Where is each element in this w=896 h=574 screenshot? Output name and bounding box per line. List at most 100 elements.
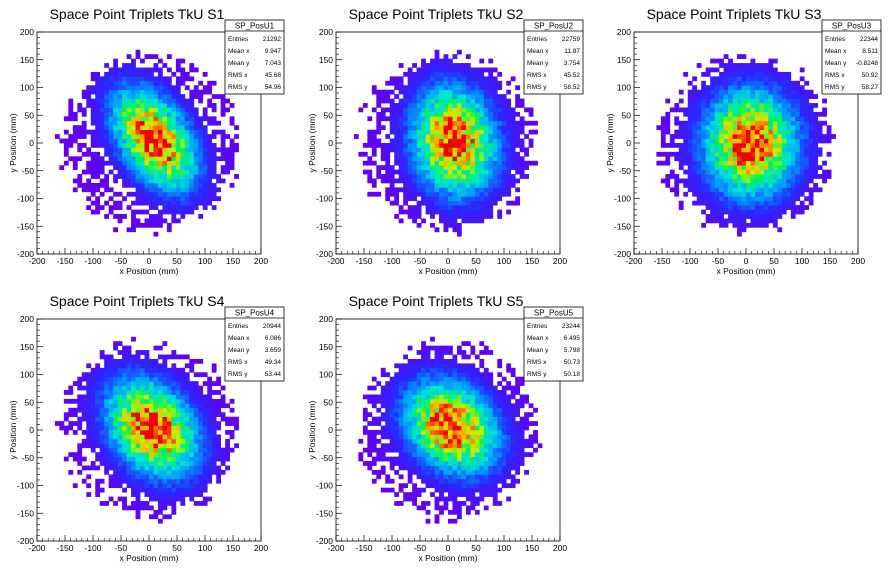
heatmap-cell [131, 98, 136, 104]
heatmap-cell [135, 116, 141, 122]
heatmap-cell [416, 443, 422, 449]
heatmap-cell [795, 205, 801, 210]
heatmap-cell [737, 151, 742, 157]
heatmap-cell [492, 134, 498, 139]
heatmap-cell [149, 412, 154, 418]
heatmap-cell [202, 147, 208, 153]
heatmap-cell [193, 447, 199, 453]
heatmap-cell [180, 496, 186, 502]
heatmap-cell [434, 191, 440, 197]
heatmap-cell [99, 434, 105, 440]
heatmap-cell [461, 209, 467, 215]
heatmap-cell [412, 143, 417, 148]
heatmap-cell [817, 147, 823, 153]
heatmap-cell [443, 94, 449, 99]
heatmap-cell [140, 67, 145, 73]
heatmap-cell [198, 412, 204, 418]
heatmap-cell [135, 474, 141, 480]
heatmap-cell [207, 478, 213, 484]
heatmap-cell [434, 394, 440, 400]
heatmap-cell [180, 178, 186, 184]
heatmap-cell [683, 134, 689, 139]
heatmap-cell [131, 71, 136, 77]
heatmap-cell [166, 443, 172, 449]
heatmap-cell [746, 191, 751, 197]
heatmap-cell [822, 160, 827, 166]
heatmap-cell [216, 478, 222, 484]
heatmap-cell [746, 143, 751, 148]
heatmap-cell [157, 390, 163, 395]
heatmap-cell [77, 394, 83, 400]
heatmap-cell [452, 71, 458, 77]
heatmap-cell [799, 85, 805, 91]
heatmap-cell [122, 443, 127, 449]
heatmap-cell [371, 398, 377, 404]
heatmap-cell [737, 80, 742, 86]
heatmap-cell [470, 218, 476, 224]
heatmap-cell [153, 434, 159, 440]
stats-row-label: Mean y [228, 347, 250, 354]
heatmap-cell [72, 412, 78, 418]
heatmap-cell [737, 107, 742, 113]
heatmap-cell [166, 412, 172, 418]
heatmap-cell [407, 376, 413, 382]
heatmap-cell [412, 496, 417, 502]
heatmap-cell [678, 120, 684, 126]
heatmap-cell [750, 187, 756, 193]
y-tick-label: -100 [17, 481, 34, 491]
heatmap-cell [122, 120, 127, 126]
heatmap-cell [77, 178, 83, 184]
heatmap-cell [189, 178, 195, 184]
heatmap-cell [772, 98, 778, 104]
heatmap-cell [665, 125, 671, 131]
heatmap-cell [416, 174, 422, 179]
heatmap-cell [193, 381, 199, 386]
heatmap-cell [225, 151, 230, 157]
heatmap-cell [421, 120, 426, 126]
heatmap-cell [754, 200, 760, 206]
heatmap-cell [479, 214, 485, 219]
heatmap-cell [171, 403, 177, 409]
chart-title: Space Point Triplets TkU S3 [647, 6, 822, 22]
heatmap-cell [99, 394, 105, 400]
heatmap-cell [68, 425, 74, 431]
heatmap-cell [77, 403, 83, 409]
heatmap-cell [817, 174, 823, 179]
heatmap-cell [216, 156, 222, 162]
heatmap-cell [153, 456, 159, 462]
y-tick-label: -150 [17, 508, 34, 518]
heatmap-cell [759, 160, 765, 166]
heatmap-cell [131, 465, 136, 471]
heatmap-cell [781, 187, 787, 193]
heatmap-cell [696, 182, 702, 188]
heatmap-cell [175, 151, 181, 157]
heatmap-cell [72, 398, 78, 404]
heatmap-cell [211, 407, 217, 413]
heatmap-cell [144, 350, 150, 355]
heatmap-cell [412, 483, 417, 489]
y-tick-label: 150 [617, 55, 631, 65]
heatmap-cell [126, 505, 132, 511]
heatmap-cell [497, 160, 503, 166]
heatmap-cell [72, 165, 78, 170]
heatmap-cell [669, 169, 675, 175]
heatmap-cell [795, 107, 801, 113]
heatmap-cell [452, 94, 458, 99]
heatmap-cell [202, 165, 208, 170]
x-tick-label: -50 [115, 256, 128, 266]
heatmap-cell [456, 227, 462, 233]
heatmap-cell [461, 80, 467, 86]
heatmap-cell [434, 187, 440, 193]
heatmap-cell [804, 165, 810, 170]
heatmap-cell [421, 218, 426, 224]
heatmap-cell [407, 174, 413, 179]
heatmap-cell [687, 103, 693, 108]
heatmap-cell [86, 160, 92, 166]
heatmap-cell [90, 165, 96, 170]
heatmap-cell [153, 496, 159, 502]
heatmap-cell [813, 138, 819, 144]
heatmap-cell [425, 385, 431, 391]
heatmap-cell [184, 107, 190, 113]
heatmap-cell [737, 54, 742, 59]
heatmap-cell [144, 461, 150, 466]
